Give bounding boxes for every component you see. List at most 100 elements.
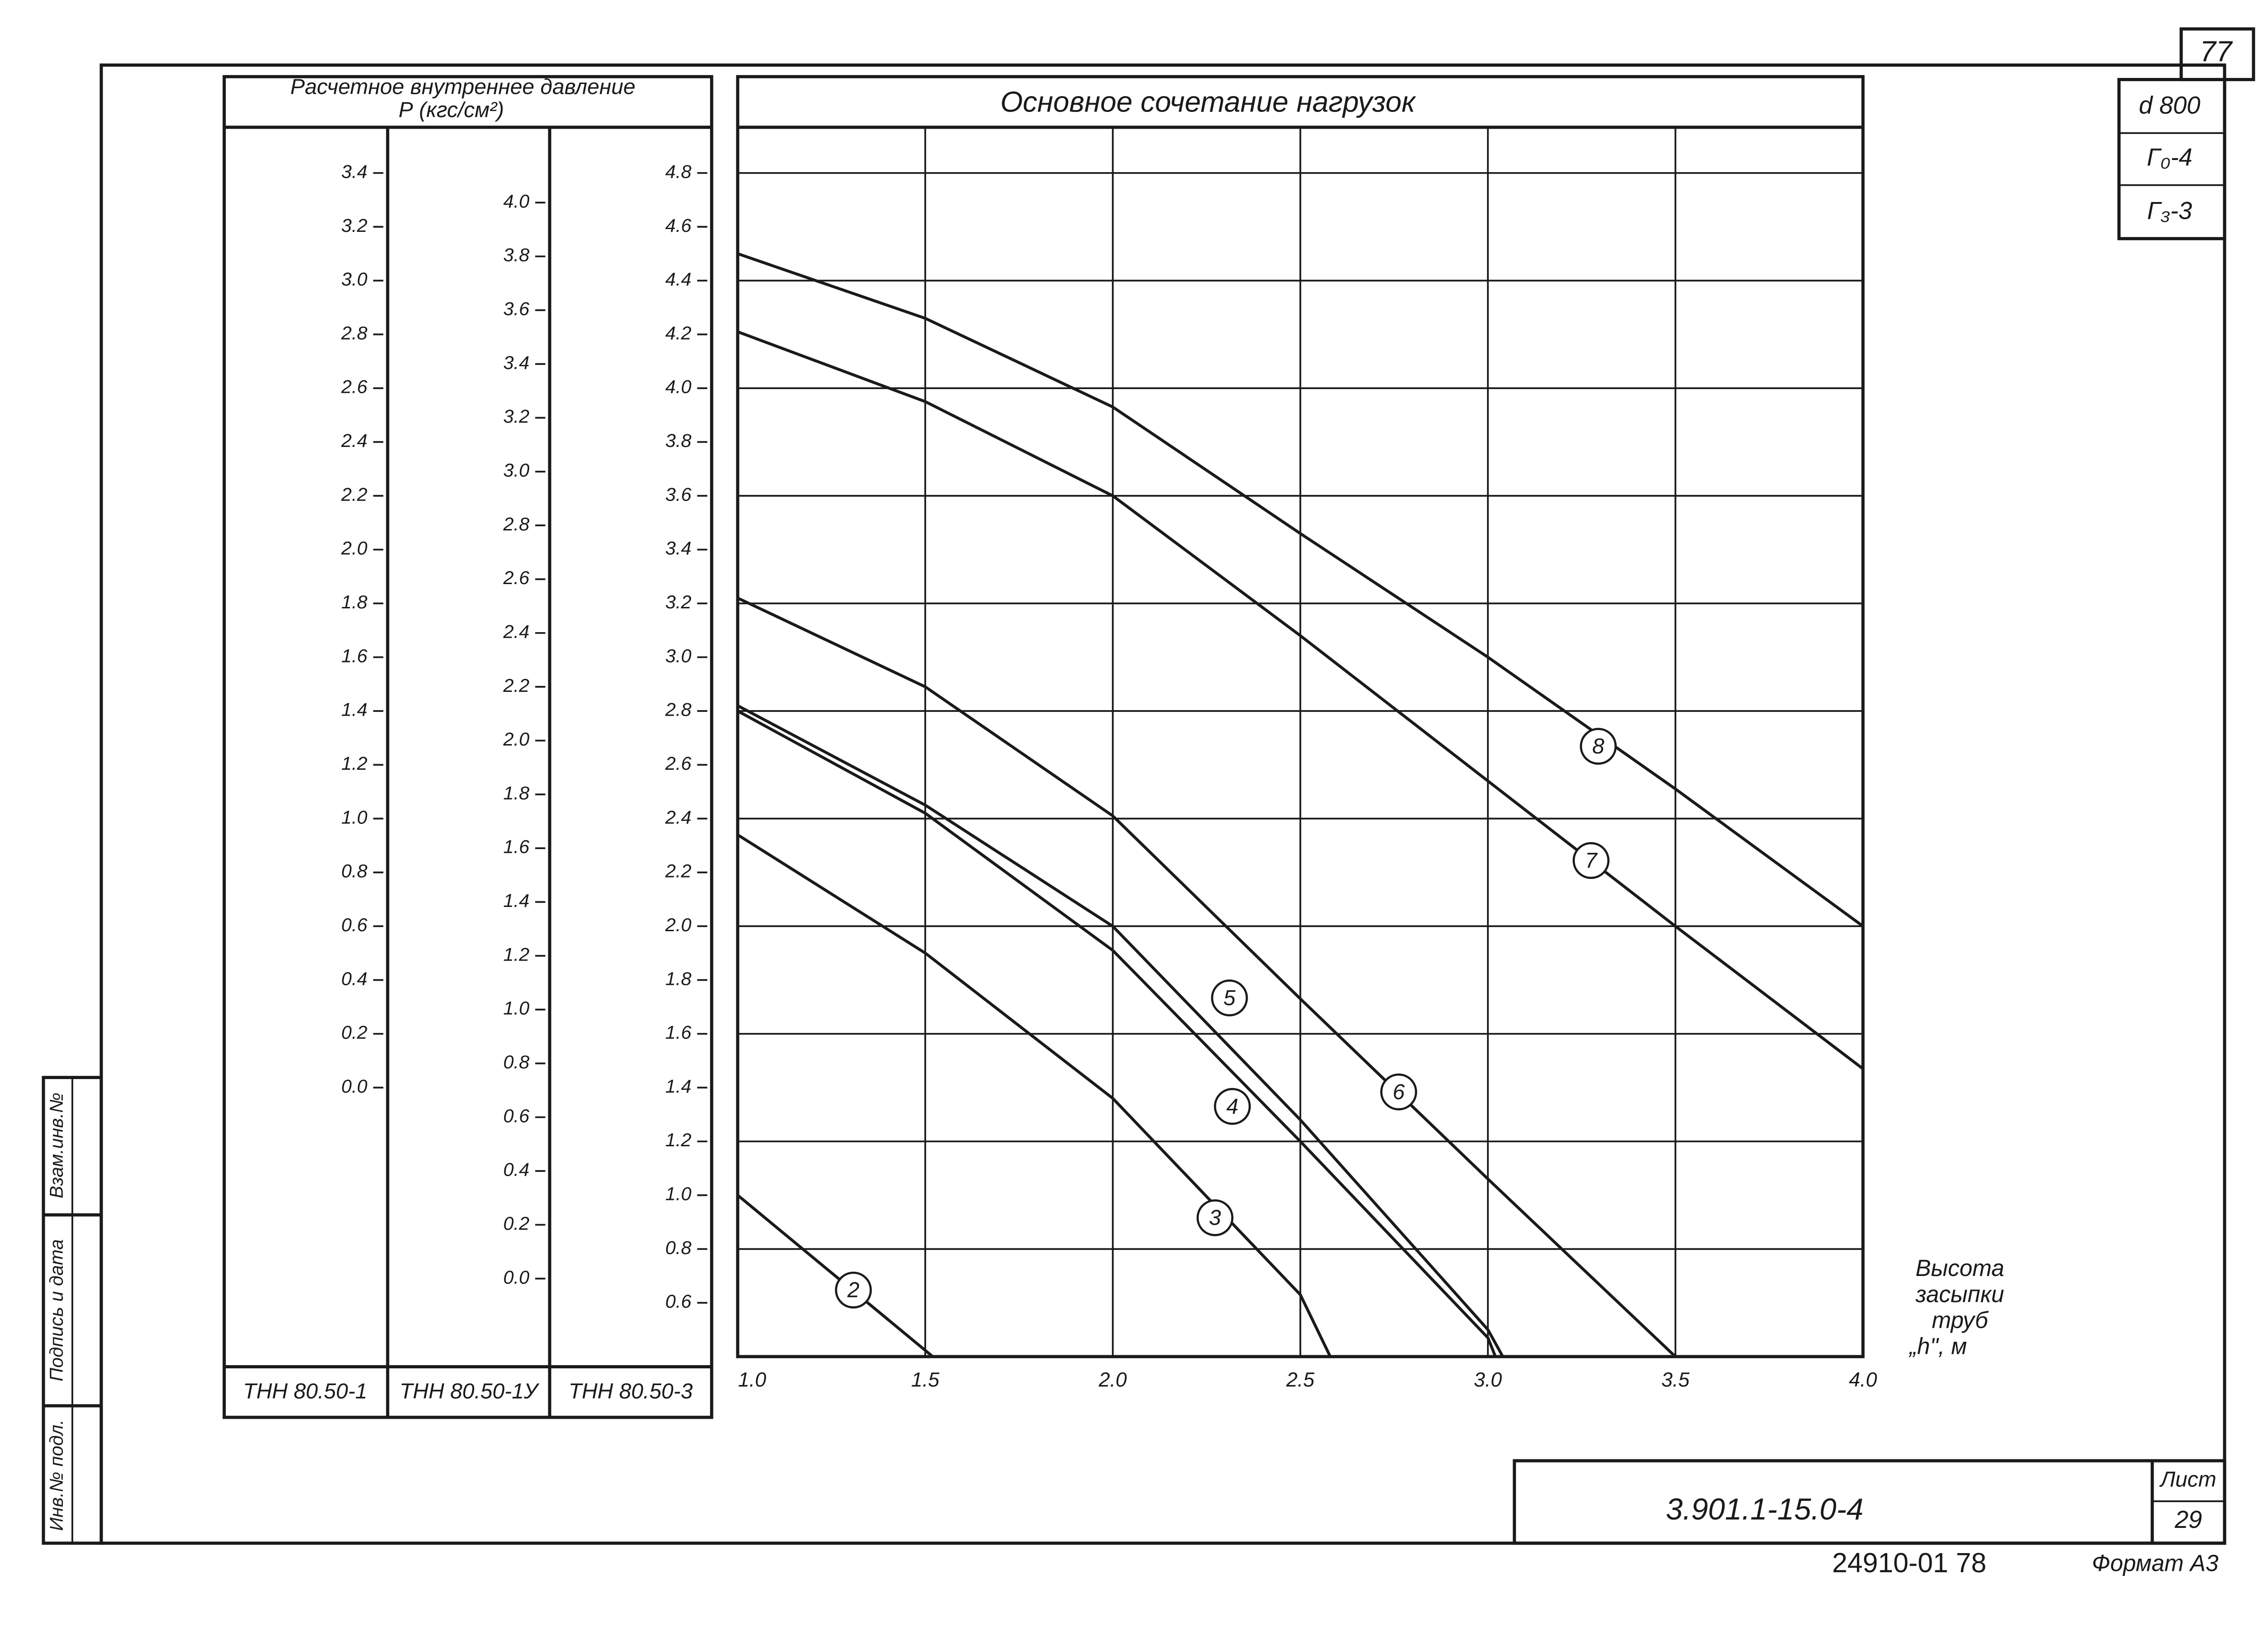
y-tick-label: 4.0	[503, 191, 530, 212]
scale-table	[223, 75, 713, 1419]
y-tick-label: 0.2	[503, 1213, 530, 1234]
y-tick-label: 0.0	[341, 1076, 368, 1097]
x-tick-label: 1.0	[738, 1369, 766, 1391]
y-tick-label: 1.6	[503, 836, 530, 857]
y-tick-label: 1.6	[665, 1022, 692, 1043]
curve	[737, 1194, 934, 1358]
y-tick-label: 0.4	[503, 1159, 530, 1180]
curve-label-circle	[1214, 1088, 1251, 1125]
y-tick-label: 4.0	[665, 376, 692, 397]
y-tick-label: 0.6	[503, 1105, 530, 1126]
y-tick-label: 2.6	[503, 567, 530, 588]
format: Формат А3	[2092, 1550, 2219, 1576]
curve-label: 3	[1209, 1206, 1221, 1230]
param: Г₃-3	[2147, 197, 2192, 225]
archive-number: 24910-01 78	[1832, 1548, 1987, 1578]
y-axis-label: Расчетное внутреннее давление	[290, 74, 635, 98]
y-tick-label: 2.2	[341, 484, 367, 505]
y-tick-label: 4.2	[665, 322, 691, 343]
scale-name: ТНН 80.50-1У	[400, 1379, 540, 1403]
y-tick-label: 3.0	[665, 645, 692, 666]
y-tick-label: 2.2	[503, 675, 530, 696]
x-axis-label: „h", м	[1908, 1333, 1967, 1359]
curve-label: 2	[847, 1278, 859, 1302]
x-tick-label: 3.0	[1474, 1369, 1502, 1391]
y-tick-label: 1.8	[503, 782, 530, 803]
curve-label-circle	[1380, 1073, 1417, 1111]
side-label: Взам.инв.№	[46, 1093, 67, 1199]
y-tick-label: 3.8	[665, 430, 692, 451]
y-tick-label: 0.6	[665, 1291, 692, 1312]
y-tick-label: 0.2	[341, 1022, 367, 1043]
x-axis-label: засыпки	[1915, 1281, 2004, 1307]
curve-label-circle	[1196, 1199, 1234, 1236]
y-tick-label: 0.0	[503, 1267, 530, 1288]
curve	[737, 330, 1864, 1070]
y-tick-label: 2.0	[665, 914, 692, 935]
y-tick-label: 4.8	[665, 161, 692, 182]
y-tick-label: 1.0	[665, 1184, 692, 1205]
y-tick-label: 3.8	[503, 244, 530, 265]
side-label: Подпись и дата	[46, 1239, 67, 1381]
y-tick-label: 4.4	[665, 269, 691, 290]
y-tick-label: 1.8	[665, 968, 692, 989]
y-tick-label: 1.2	[503, 944, 530, 965]
curve-label-circle	[1211, 979, 1248, 1017]
sheet: 29	[2174, 1506, 2202, 1533]
y-tick-label: 1.8	[341, 592, 368, 613]
y-tick-label: 2.8	[665, 699, 692, 720]
sheet-number: 77	[2200, 35, 2233, 68]
curve	[737, 833, 1332, 1358]
y-tick-label: 2.8	[503, 514, 530, 535]
x-axis-label: труб	[1932, 1307, 1989, 1333]
param: Г₀-4	[2147, 144, 2192, 171]
y-tick-label: 1.0	[341, 807, 368, 828]
y-tick-label: 3.2	[341, 215, 367, 236]
y-tick-label: 2.8	[341, 322, 368, 343]
x-tick-label: 2.0	[1098, 1369, 1127, 1391]
scale-name: ТНН 80.50-1	[243, 1379, 367, 1403]
y-tick-label: 0.8	[665, 1237, 692, 1258]
y-tick-label: 1.4	[341, 699, 367, 720]
curve-label-circle	[1580, 728, 1617, 765]
curve	[737, 597, 1676, 1358]
y-tick-label: 3.6	[665, 484, 692, 505]
y-tick-label: 2.6	[665, 753, 692, 774]
y-tick-label: 3.2	[503, 406, 530, 427]
x-tick-label: 1.5	[911, 1369, 940, 1391]
x-tick-label: 3.5	[1661, 1369, 1690, 1391]
x-tick-label: 4.0	[1849, 1369, 1877, 1391]
side-label: Инв.№ подл.	[46, 1420, 67, 1531]
param-box	[2117, 78, 2226, 240]
curve	[737, 704, 1504, 1358]
curve	[737, 710, 1497, 1358]
y-axis-unit: Р (кгс/см²)	[398, 98, 504, 122]
y-tick-label: 2.4	[341, 430, 367, 451]
y-tick-label: 4.6	[665, 215, 692, 236]
designation: 3.901.1-15.0-4	[1666, 1492, 1863, 1526]
curve-label: 8	[1592, 734, 1605, 758]
y-tick-label: 0.4	[341, 968, 367, 989]
scale-name: ТНН 80.50-3	[569, 1379, 693, 1403]
y-tick-label: 0.8	[341, 861, 368, 882]
y-tick-label: 3.2	[665, 592, 691, 613]
y-tick-label: 0.8	[503, 1052, 530, 1073]
curve-label-circle	[835, 1271, 872, 1309]
y-tick-label: 1.4	[503, 890, 530, 911]
curve-label: 4	[1226, 1094, 1238, 1118]
title-block	[1513, 1459, 2226, 1545]
y-tick-label: 0.6	[341, 914, 368, 935]
curve-label: 5	[1223, 985, 1235, 1010]
curve-label-circle	[1572, 842, 1610, 879]
y-tick-label: 1.4	[665, 1076, 691, 1097]
y-tick-label: 1.0	[503, 998, 530, 1019]
frame	[99, 63, 2226, 1545]
diameter: d 800	[2139, 91, 2200, 119]
sheet-label: Лист	[2159, 1467, 2217, 1492]
y-tick-label: 2.0	[341, 538, 368, 559]
x-axis-label: Высота	[1915, 1255, 2004, 1281]
curve	[737, 252, 1864, 927]
y-tick-label: 2.2	[665, 861, 691, 882]
